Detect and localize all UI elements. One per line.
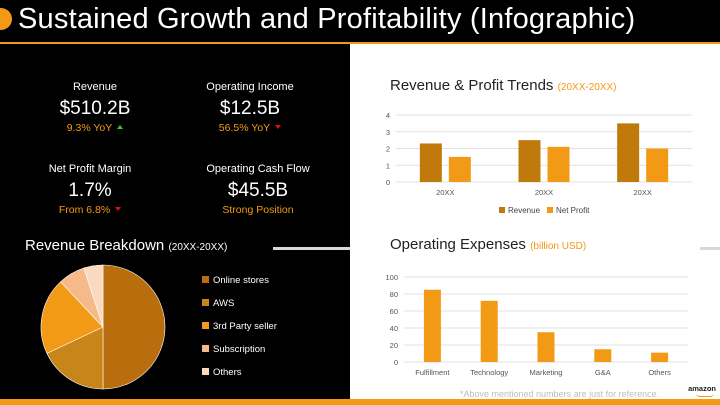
amazon-smile-icon	[696, 393, 714, 397]
y-tick-label: 40	[390, 324, 398, 333]
y-tick-label: 100	[385, 273, 398, 282]
kpi-operating-cash-flow: Operating Cash Flow $45.5B Strong Positi…	[173, 163, 343, 216]
bar	[419, 143, 442, 182]
x-tick-label: Others	[648, 368, 671, 377]
y-tick-label: 3	[386, 128, 390, 137]
x-tick-label: G&A	[595, 368, 611, 377]
x-tick-label: 20XX	[436, 188, 454, 197]
slide-title: Sustained Growth and Profitability (Info…	[18, 3, 636, 35]
kpi-value: $510.2B	[59, 98, 131, 119]
title-bar: Sustained Growth and Profitability (Info…	[0, 0, 720, 42]
legend-label: Subscription	[213, 344, 266, 355]
y-tick-label: 80	[390, 290, 398, 299]
kpi-value: $45.5B	[227, 180, 289, 201]
legend-label: AWS	[213, 298, 235, 309]
bottom-accent-bar	[0, 399, 720, 405]
disclaimer: *Above mentioned numbers are just for re…	[460, 389, 660, 399]
x-tick-label: Technology	[470, 368, 508, 377]
revenue-profit-chart: 0 1 2 3 4 20XX 20XX 20XX Revenue Net Profit	[386, 111, 692, 215]
y-tick-label: 0	[386, 178, 390, 187]
bar	[594, 349, 612, 362]
operating-expenses-chart: 0 20 40 60 80 100 Fulfillment Technology Marketi…	[385, 273, 688, 377]
bar	[448, 156, 471, 182]
pie-slice	[46, 326, 104, 390]
kpi-net-profit-margin: Net Profit Margin 1.7% From 6.8%	[5, 163, 175, 216]
title-accent-dot	[0, 8, 12, 30]
trends-title-text: Revenue & Profit Trends	[390, 77, 554, 94]
kpi-value: 1.7%	[68, 180, 112, 201]
opex-title: Operating Expenses (billion USD)	[390, 236, 586, 253]
trend-down-icon	[275, 125, 282, 129]
section-divider	[700, 247, 720, 250]
bar	[617, 123, 640, 182]
bar	[480, 300, 498, 362]
legend-label: Revenue	[508, 206, 541, 215]
legend-item: 3rd Party seller	[202, 321, 277, 332]
kpi-sub: Strong Position	[222, 204, 294, 216]
bar	[423, 289, 441, 362]
legend-swatch	[202, 299, 209, 306]
y-tick-label: 0	[394, 358, 398, 367]
opex-title-text: Operating Expenses	[390, 236, 526, 253]
pie-slice	[102, 264, 166, 390]
revenue-pie-chart	[40, 264, 166, 390]
legend-label: Online stores	[213, 275, 269, 286]
legend-swatch	[547, 207, 553, 213]
x-tick-label: Marketing	[530, 368, 563, 377]
kpi-label: Net Profit Margin	[48, 163, 132, 175]
kpi-operating-income: Operating Income $12.5B 56.5% YoY	[165, 81, 335, 134]
kpi-sub: 9.3% YoY	[66, 122, 113, 134]
trends-title-suffix: (20XX-20XX)	[557, 82, 617, 93]
legend-item: Others	[202, 367, 242, 378]
legend-swatch	[202, 345, 209, 352]
y-tick-label: 20	[390, 341, 398, 350]
trend-up-icon	[117, 125, 124, 129]
kpi-label: Revenue	[72, 81, 118, 93]
legend-label: Others	[213, 367, 242, 378]
amazon-logo: amazon	[688, 384, 716, 393]
legend-label: Net Profit	[556, 206, 590, 215]
title-underline	[0, 42, 720, 44]
legend-swatch	[499, 207, 505, 213]
kpi-label: Operating Income	[206, 81, 294, 93]
legend-swatch	[202, 276, 209, 283]
bar	[518, 140, 541, 182]
section-divider	[273, 247, 350, 250]
revenue-breakdown-title: Revenue Breakdown (20XX-20XX)	[25, 237, 227, 254]
legend-item: Subscription	[202, 344, 265, 355]
kpi-sub: 56.5% YoY	[218, 122, 271, 134]
kpi-revenue: Revenue $510.2B 9.3% YoY	[10, 81, 180, 134]
revenue-breakdown-title-suffix: (20XX-20XX)	[168, 242, 228, 253]
pie-slice	[83, 264, 104, 328]
y-tick-label: 2	[386, 145, 390, 154]
x-tick-label: 20XX	[633, 188, 651, 197]
bar	[547, 146, 570, 182]
revenue-breakdown-title-text: Revenue Breakdown	[25, 237, 165, 254]
y-tick-label: 60	[390, 307, 398, 316]
trend-down-icon	[115, 207, 122, 211]
legend-swatch	[202, 322, 209, 329]
legend-label: 3rd Party seller	[213, 321, 277, 332]
y-tick-label: 1	[386, 161, 390, 170]
legend-item: Online stores	[202, 275, 269, 286]
bar	[651, 352, 669, 362]
legend-swatch	[202, 368, 209, 375]
kpi-sub: From 6.8%	[58, 204, 111, 216]
x-tick-label: Fulfillment	[415, 368, 450, 377]
kpi-label: Operating Cash Flow	[206, 163, 310, 175]
bar	[646, 148, 669, 182]
x-tick-label: 20XX	[535, 188, 553, 197]
y-tick-label: 4	[386, 111, 390, 120]
kpi-value: $12.5B	[219, 98, 281, 119]
opex-title-suffix: (billion USD)	[530, 241, 587, 252]
trends-title: Revenue & Profit Trends (20XX-20XX)	[390, 77, 617, 94]
bar	[537, 332, 555, 362]
pie-slice	[40, 281, 104, 354]
legend-item: AWS	[202, 298, 234, 309]
